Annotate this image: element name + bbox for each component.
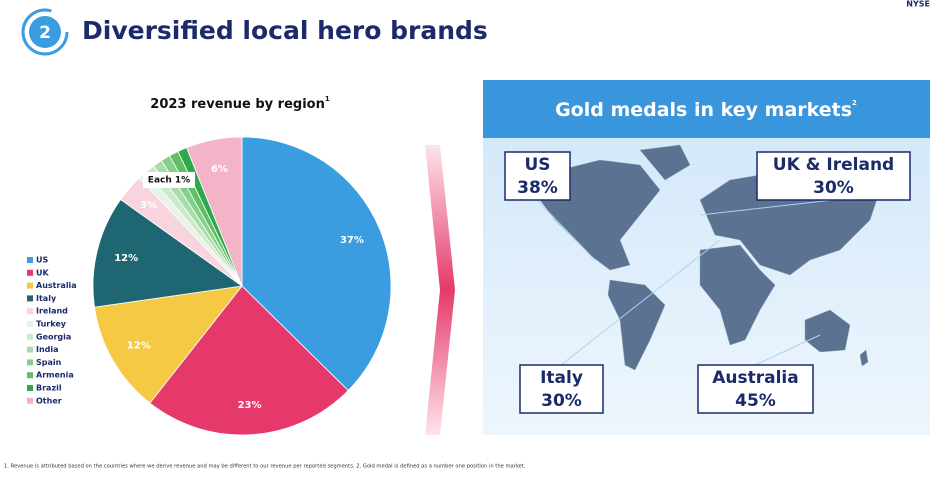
greenland [639, 144, 691, 181]
callout-box [519, 364, 604, 414]
legend: US UK Australia Italy Ireland Turkey Georgia In… [27, 256, 77, 405]
south-america [607, 279, 666, 371]
number-ring [21, 8, 69, 56]
legend-label: Georgia [36, 332, 71, 341]
annotation-box [143, 172, 195, 188]
legend-label: Italy [36, 294, 57, 303]
legend-swatch [27, 359, 33, 366]
data-label: 12% [114, 253, 138, 264]
callout-line [754, 334, 821, 366]
pie-slice [186, 136, 243, 287]
legend-label: Armenia [36, 371, 74, 380]
legend-swatch [27, 372, 33, 379]
callout-line [536, 199, 596, 261]
legend-swatch [27, 385, 33, 391]
legend-label: Australia [36, 281, 77, 290]
callout-line [699, 199, 834, 216]
pie-slice [149, 285, 349, 436]
callout-box [697, 364, 814, 414]
legend-label: Spain [36, 358, 62, 367]
legend-swatch [27, 333, 33, 340]
map-title-text: Gold medals in key markets [555, 99, 852, 121]
callout-lines [536, 199, 834, 366]
legend-swatch [27, 282, 33, 289]
number-badge [29, 16, 61, 48]
market-name: US [524, 155, 550, 175]
legend-swatch [27, 321, 33, 327]
chevron [425, 145, 455, 435]
slide-title: Diversified local hero brands [82, 16, 488, 45]
market-share: 30% [541, 391, 582, 411]
data-label: 37% [340, 235, 364, 246]
legend-label: Ireland [36, 307, 68, 316]
pie-slice [241, 136, 392, 392]
market-name: Australia [712, 368, 799, 388]
callout-line [560, 239, 721, 366]
data-label: 23% [238, 400, 262, 411]
legend-label: Brazil [36, 384, 62, 393]
legend-swatch [27, 295, 33, 302]
new-zealand [859, 349, 869, 367]
annotation: Each 1% [148, 176, 190, 186]
data-label: 3% [140, 200, 157, 211]
callout-box [504, 151, 571, 201]
callout-box [756, 151, 911, 201]
legend-swatch [27, 397, 33, 404]
callouts: US 38% UK & Ireland 30% Italy 30% Australia 45% [504, 151, 911, 414]
legend-swatch [27, 269, 33, 276]
chart-title-footnote: 1 [325, 95, 330, 103]
market-share: 30% [813, 178, 854, 198]
legend-label: Turkey [36, 320, 67, 329]
pie-slice [92, 199, 244, 308]
data-label: 6% [211, 164, 228, 175]
legend-swatch [27, 308, 33, 315]
market-share: 38% [517, 178, 558, 198]
map-title: Gold medals in key markets2 [555, 99, 857, 121]
australia [804, 309, 851, 353]
market-name: UK & Ireland [773, 155, 894, 175]
pie-slice [94, 285, 243, 404]
market-share: 45% [735, 391, 776, 411]
legend-swatch [27, 346, 33, 353]
legend-label: UK [36, 268, 49, 277]
legend-label: India [36, 345, 59, 354]
map-panel-header [483, 80, 930, 138]
section-number: 2 [39, 23, 51, 43]
africa [699, 244, 776, 346]
chart-title-text: 2023 revenue by region [150, 97, 325, 112]
legend-label: US [36, 256, 48, 265]
chart-title: 2023 revenue by region1 [150, 95, 330, 112]
pie-chart: 37% 23% 12% 12% 3% 6% Each 1% [92, 136, 392, 436]
market-name: Italy [540, 368, 583, 388]
legend-swatch [27, 257, 33, 263]
map-title-footnote: 2 [852, 99, 857, 107]
footnote: 1. Revenue is attributed based on the co… [4, 464, 526, 470]
data-label: 12% [127, 341, 151, 352]
legend-label: Other [36, 396, 62, 405]
exchange-label: NYSE [906, 0, 930, 9]
